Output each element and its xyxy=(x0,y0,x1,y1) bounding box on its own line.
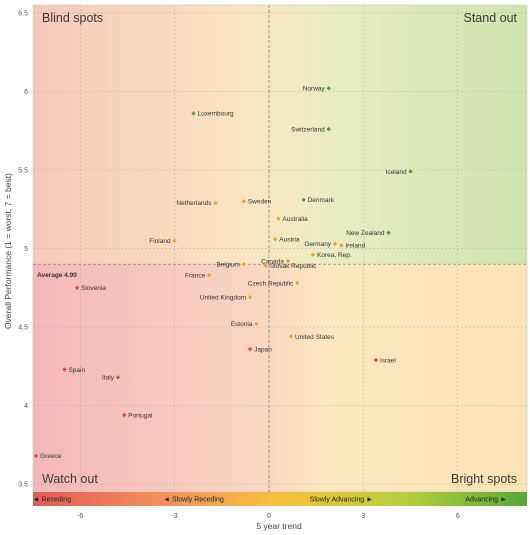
point-label: Japan xyxy=(254,346,272,353)
average-label: Average 4.90 xyxy=(37,272,77,279)
y-tick-label: 4 xyxy=(24,403,28,410)
data-point xyxy=(172,238,177,243)
x-tick-label: 3 xyxy=(361,513,365,520)
trend-band: ◄ Receding ◄ Slowly Receding Slowly Advanc… xyxy=(33,492,527,506)
point-label: Netherlands xyxy=(176,200,212,207)
data-point xyxy=(332,241,338,246)
point-label: Denmark xyxy=(308,197,335,204)
data-point xyxy=(247,346,253,352)
point-label: Germany xyxy=(304,241,331,248)
data-point xyxy=(241,262,247,267)
data-point xyxy=(62,367,67,372)
axis-ticks: -6 -3 0 3 6 3.5 4 4.5 5 5.5 6 6.5 xyxy=(18,10,460,520)
quadrant-label-bottom-left: Watch out xyxy=(42,472,98,486)
point-label: Estonia xyxy=(231,321,253,328)
point-label: Luxembourg xyxy=(197,111,234,118)
point-label: Italy xyxy=(102,375,115,382)
point-label: Austria xyxy=(279,236,300,243)
data-point xyxy=(408,169,413,174)
point-label: Australia xyxy=(282,216,308,223)
point-label: Belgium xyxy=(216,262,239,269)
point-label: Portugal xyxy=(128,412,153,419)
data-point xyxy=(273,236,278,242)
y-tick-label: 6 xyxy=(24,89,28,96)
y-tick-label: 5.5 xyxy=(18,167,28,174)
data-point xyxy=(326,126,331,132)
plot-background xyxy=(32,4,528,493)
data-point xyxy=(301,197,306,202)
x-tick-label: -6 xyxy=(77,513,83,520)
data-point xyxy=(213,200,218,206)
point-label: Finland xyxy=(149,238,171,245)
y-tick-label: 4.5 xyxy=(18,325,28,332)
data-point xyxy=(247,295,253,300)
data-point xyxy=(241,199,247,204)
data-point xyxy=(74,285,80,290)
x-tick-label: -3 xyxy=(171,513,177,520)
data-point xyxy=(33,453,39,459)
point-label: Norway xyxy=(303,86,326,93)
point-label: United Kingdom xyxy=(200,295,246,302)
background-lower xyxy=(33,264,527,492)
data-point xyxy=(115,375,121,380)
data-point xyxy=(285,258,291,264)
data-points: Norway Luxembourg Switzerland Iceland Denmar… xyxy=(33,86,413,460)
point-label: Sweden xyxy=(248,199,272,206)
data-point xyxy=(191,111,196,116)
data-point xyxy=(373,357,379,363)
data-point xyxy=(207,273,212,278)
point-label: Korea, Rep. xyxy=(317,252,352,259)
quadrant-label-top-left: Blind spots xyxy=(42,11,103,25)
point-label: New Zealand xyxy=(346,230,385,237)
data-point xyxy=(386,230,391,235)
trend-band-label: ◄ Slowly Receding xyxy=(163,496,224,503)
data-point xyxy=(310,252,316,257)
point-label: Slovak Republic xyxy=(270,263,317,270)
point-label: Ireland xyxy=(345,243,365,250)
y-axis-title: Overall Performance (1 = worst, 7 = best… xyxy=(3,173,13,329)
data-point xyxy=(326,86,331,91)
point-label: France xyxy=(185,273,206,280)
data-point xyxy=(288,334,294,339)
trend-band-label: Advancing ► xyxy=(465,496,507,503)
trend-band-bar xyxy=(33,492,527,506)
point-label: Slovenia xyxy=(81,285,106,292)
y-tick-label: 6.5 xyxy=(18,10,28,17)
data-point xyxy=(276,216,281,221)
data-point xyxy=(263,263,269,268)
data-point xyxy=(254,321,259,327)
point-label: Israel xyxy=(380,357,396,364)
quadrant-label-top-right: Stand out xyxy=(463,11,517,25)
quadrant-label-bottom-right: Bright spots xyxy=(451,472,517,486)
point-label: Iceland xyxy=(386,169,407,176)
point-label: Greece xyxy=(40,453,62,460)
point-label: Switzerland xyxy=(291,126,325,133)
data-point xyxy=(122,412,127,418)
point-label: Spain xyxy=(68,367,85,374)
point-label: United States xyxy=(295,334,335,341)
x-tick-label: 6 xyxy=(456,513,460,520)
data-point xyxy=(339,243,344,248)
data-point xyxy=(295,280,300,286)
point-label: Canada xyxy=(261,258,284,265)
trend-band-label: ◄ Receding xyxy=(33,496,72,503)
y-tick-label: 3.5 xyxy=(18,482,28,489)
background-upper xyxy=(33,5,527,265)
y-tick-label: 5 xyxy=(24,246,28,253)
grid-lines xyxy=(33,5,527,492)
trend-band-label: Slowly Advancing ► xyxy=(310,496,373,503)
point-label: Czech Republic xyxy=(248,280,294,287)
x-axis-title: 5 year trend xyxy=(256,521,302,531)
x-tick-label: 0 xyxy=(267,513,271,520)
